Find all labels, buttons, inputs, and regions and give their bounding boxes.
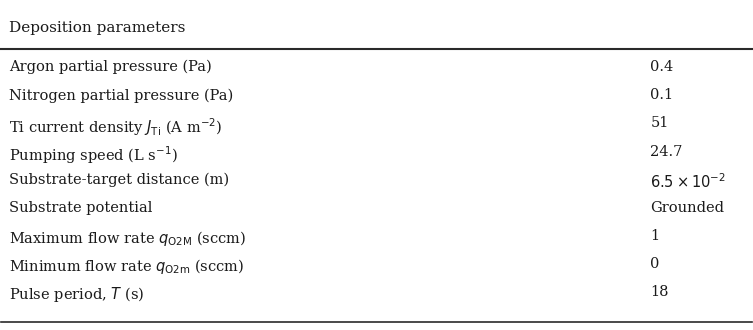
Text: Pulse period, $T$ (s): Pulse period, $T$ (s) [9, 285, 145, 305]
Text: Minimum flow rate $q_\mathrm{O2m}$ (sccm): Minimum flow rate $q_\mathrm{O2m}$ (sccm… [9, 257, 244, 276]
Text: 0.1: 0.1 [651, 88, 673, 102]
Text: Argon partial pressure (Pa): Argon partial pressure (Pa) [9, 60, 212, 75]
Text: 18: 18 [651, 285, 669, 300]
Text: 1: 1 [651, 229, 660, 243]
Text: Maximum flow rate $q_\mathrm{O2M}$ (sccm): Maximum flow rate $q_\mathrm{O2M}$ (sccm… [9, 229, 246, 248]
Text: 24.7: 24.7 [651, 145, 683, 159]
Text: Substrate potential: Substrate potential [9, 201, 152, 215]
Text: 51: 51 [651, 116, 669, 130]
Text: Substrate-target distance (m): Substrate-target distance (m) [9, 173, 229, 187]
Text: Deposition parameters: Deposition parameters [9, 21, 185, 35]
Text: $6.5 \times 10^{-2}$: $6.5 \times 10^{-2}$ [651, 173, 727, 191]
Text: Nitrogen partial pressure (Pa): Nitrogen partial pressure (Pa) [9, 88, 233, 103]
Text: Grounded: Grounded [651, 201, 724, 215]
Text: Pumping speed (L s$^{-1}$): Pumping speed (L s$^{-1}$) [9, 145, 178, 166]
Text: Ti current density $J_\mathrm{Ti}$ (A m$^{-2}$): Ti current density $J_\mathrm{Ti}$ (A m$… [9, 116, 222, 138]
Text: 0: 0 [651, 257, 660, 271]
Text: 0.4: 0.4 [651, 60, 674, 74]
